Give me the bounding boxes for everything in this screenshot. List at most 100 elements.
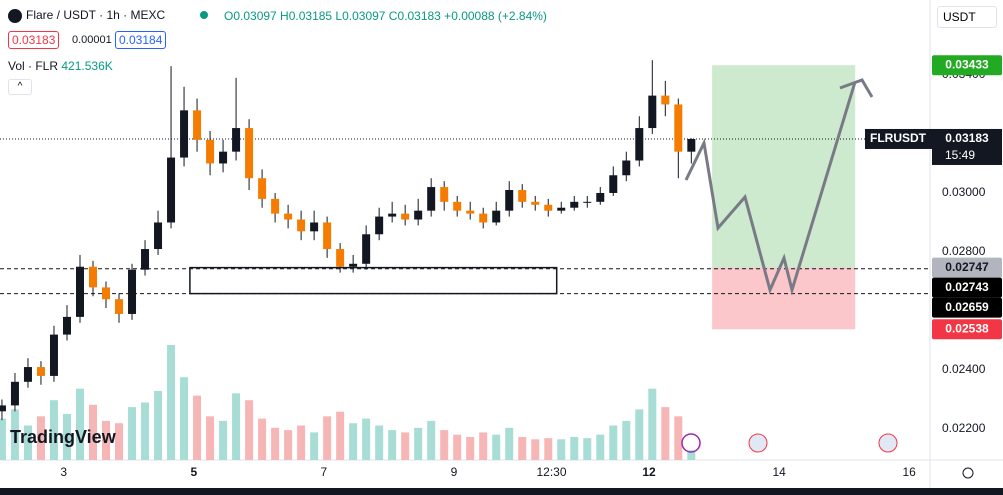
price-label-bg [932, 55, 1002, 76]
volume-bar [596, 434, 605, 460]
volume-bar [310, 432, 319, 460]
symbol-label: FLRUSDT [870, 131, 927, 145]
stop-zone [712, 267, 856, 330]
collapse-button[interactable]: ^ [8, 79, 32, 95]
volume-bar [557, 439, 566, 460]
candle-body [310, 222, 319, 232]
candle-body [284, 213, 293, 220]
logo: TradingView [10, 427, 117, 447]
ask[interactable]: 0.03184 [115, 31, 167, 49]
volume-bar [336, 411, 345, 460]
volume-bar [0, 418, 6, 460]
y-tick-label: 0.02200 [942, 421, 986, 435]
volume-bar [492, 434, 501, 460]
candle-body [570, 201, 579, 208]
volume-bar [518, 437, 527, 460]
candle-body [89, 266, 97, 288]
volume-bar [75, 388, 84, 460]
candle-body [349, 263, 358, 267]
candle-body [180, 110, 189, 158]
price-label-bg [932, 297, 1002, 318]
candle-body [479, 213, 488, 223]
volume-bar [154, 391, 163, 460]
volume-bar [401, 432, 410, 460]
y-tick-label: 0.02400 [942, 362, 986, 376]
bid[interactable]: 0.03183 [8, 31, 60, 49]
volume-bar [245, 400, 254, 460]
volume-bar [36, 416, 45, 460]
candle-body [414, 210, 423, 220]
plot-area [0, 60, 930, 460]
candle-body [10, 381, 19, 406]
candle-body [622, 160, 631, 176]
volume-value: 421.536K [61, 59, 113, 73]
volume-bar [466, 437, 475, 460]
candle-body [375, 216, 384, 235]
candle-body [336, 249, 345, 267]
candle-body [453, 201, 462, 211]
volume-bar [687, 450, 696, 460]
volume-bar [271, 427, 280, 460]
volume-bar [167, 345, 176, 460]
candle-body [492, 210, 501, 223]
volume-bar [219, 420, 228, 460]
candle-body [401, 213, 410, 220]
candle-body [0, 405, 6, 412]
volume-bar [102, 420, 111, 460]
volume-title-text: Vol · FLR [8, 59, 59, 73]
x-tick-label: 16 [903, 465, 917, 479]
candle-body [62, 316, 71, 335]
volume-bar [141, 402, 150, 460]
volume-bar [206, 416, 215, 460]
volume-bar [648, 388, 657, 460]
candle-body [297, 219, 306, 232]
volume-bar [49, 400, 58, 460]
volume-bar [479, 432, 488, 460]
volume-bar [258, 418, 267, 460]
volume-bar [505, 427, 514, 460]
candle-body [557, 207, 566, 211]
event-icon [748, 433, 768, 453]
price-label: 0.02659 [945, 300, 989, 314]
volume-bar [414, 427, 423, 460]
candle-body [219, 151, 228, 164]
x-tick-label: 5 [190, 465, 197, 479]
candle-body [674, 104, 683, 152]
volume-bar [297, 425, 306, 460]
volume-bar [375, 425, 384, 460]
current-price-bg [932, 128, 1002, 165]
volume-bar [583, 438, 592, 460]
y-tick-label: 0.03000 [942, 185, 986, 199]
price-label: 0.02743 [945, 280, 989, 294]
countdown: 15:49 [945, 148, 975, 162]
spread: 0.00001 [72, 34, 112, 46]
candle-body [115, 299, 124, 314]
symbol-label-bg [865, 128, 932, 149]
volume-bar [23, 425, 32, 460]
price-label-bg [932, 319, 1002, 340]
candle-body [232, 128, 241, 152]
volume-bar [635, 409, 644, 460]
bottom-bar [0, 488, 1003, 495]
event-icon [878, 433, 898, 453]
volume-bar [427, 420, 436, 460]
volume-bar [570, 437, 579, 460]
settings-icon[interactable] [962, 467, 974, 479]
candle-body [440, 187, 449, 202]
price-label-bg [932, 257, 1002, 278]
symbol: Flare / USDT · 1h · MEXC [26, 8, 166, 22]
event-icon [681, 433, 701, 453]
candle-body [648, 95, 657, 129]
x-tick-label: 12:30 [536, 465, 566, 479]
candle-body [466, 210, 475, 214]
currency-select[interactable]: USDT [937, 6, 997, 28]
candle-body [49, 334, 58, 376]
current-price: 0.03183 [945, 131, 989, 145]
candle-body [128, 269, 137, 314]
candle-body [141, 249, 150, 270]
price-label: 0.03433 [945, 57, 989, 71]
zone-box [189, 266, 558, 295]
candle-body [596, 192, 605, 202]
